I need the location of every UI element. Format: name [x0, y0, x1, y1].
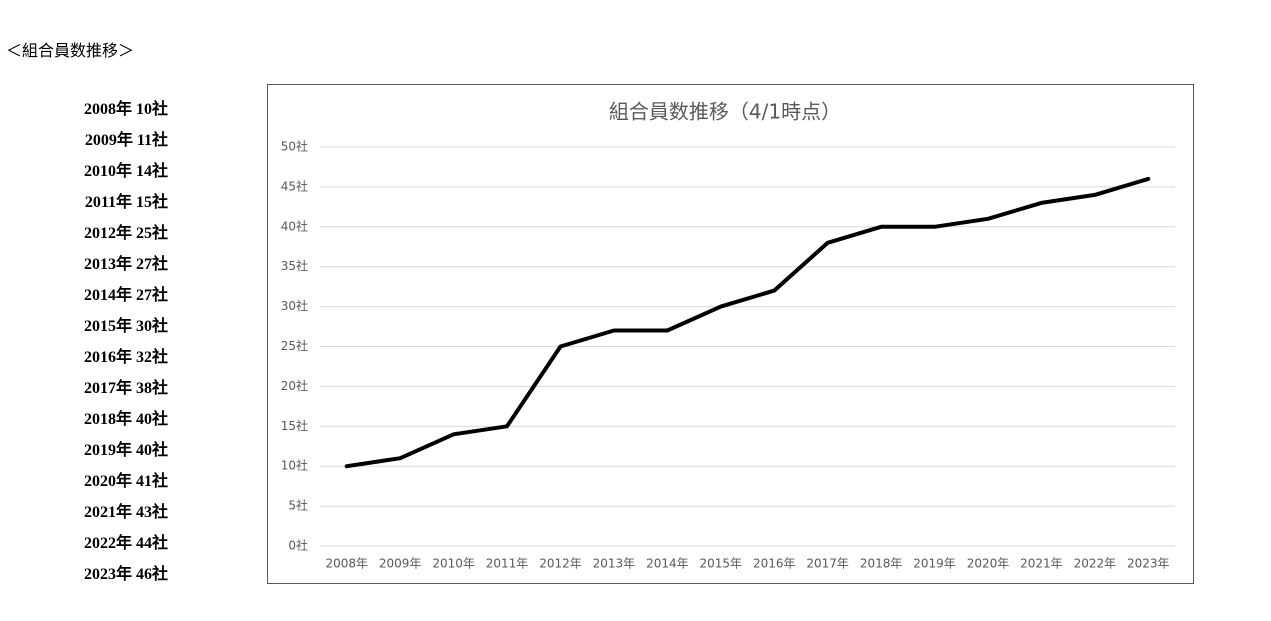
- x-tick-label: 2010年: [432, 557, 475, 571]
- x-tick-label: 2013年: [593, 557, 636, 571]
- list-item: 2013年 27社: [83, 256, 168, 273]
- y-tick-label: 30社: [281, 298, 308, 313]
- heading: ＜組合員数推移＞: [6, 43, 135, 60]
- list-item: 2023年 46社: [83, 566, 168, 583]
- member-list: 2008年 10社 2009年 11社 2010年 14社 2011年 15社 2012…: [76, 99, 168, 595]
- x-tick-label: 2023年: [1127, 557, 1170, 571]
- x-tick-label: 2008年: [325, 557, 368, 571]
- list-item: 2015年 30社: [83, 318, 168, 335]
- y-tick-label: 20社: [281, 378, 308, 393]
- list-item: 2008年 10社: [83, 101, 168, 118]
- x-tick-label: 2011年: [486, 557, 529, 571]
- line: [344, 176, 1151, 469]
- list-item: 2022年 44社: [83, 535, 168, 552]
- list-item: 2019年 40社: [83, 442, 168, 459]
- list-item: 2016年 32社: [83, 349, 168, 366]
- y-tick-label: 0社: [288, 538, 308, 553]
- chart-frame: [267, 84, 1194, 584]
- x-tick-label: 2009年: [379, 557, 422, 571]
- x-tick-label: 2012年: [539, 557, 582, 571]
- chart-title: 組合員数推移（4/1時点）: [609, 100, 841, 124]
- x-tick-label: 2021年: [1020, 557, 1063, 571]
- x-tick-label: 2014年: [646, 557, 689, 571]
- list-item: 2020年 41社: [83, 473, 168, 490]
- list-item: 2021年 43社: [83, 504, 168, 521]
- y-tick-label: 40社: [281, 218, 308, 233]
- x-tick-label: 2020年: [967, 557, 1010, 571]
- x-tick-label: 2015年: [700, 557, 743, 571]
- list-item: 2014年 27社: [83, 287, 168, 304]
- list-item: 2017年 38社: [83, 380, 168, 397]
- x-tick-label: 2016年: [753, 557, 796, 571]
- y-tick-label: 35社: [281, 258, 308, 273]
- x-tick-label: 2017年: [806, 557, 849, 571]
- list-item: 2012年 25社: [83, 225, 168, 242]
- x-tick-label: 2022年: [1074, 557, 1117, 571]
- y-tick-label: 5社: [288, 498, 308, 513]
- y-tick-label: 45社: [281, 178, 308, 193]
- y-tick-label: 10社: [281, 458, 308, 473]
- y-tick-label: 15社: [281, 418, 308, 433]
- y-tick-label: 25社: [281, 338, 308, 353]
- list-item: 2018年 40社: [83, 411, 168, 428]
- list-item: 2009年 11社: [84, 132, 168, 149]
- x-tick-label: 2019年: [913, 557, 956, 571]
- x-tick-label: 2018年: [860, 557, 903, 571]
- list-item: 2011年 15社: [84, 194, 168, 211]
- list-item: 2010年 14社: [83, 163, 168, 180]
- y-tick-label: 50社: [281, 139, 308, 154]
